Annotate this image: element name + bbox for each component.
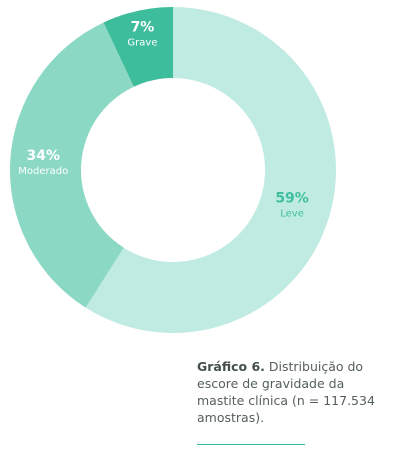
caption-underline	[197, 444, 305, 445]
slice-value-label: 7%	[131, 19, 155, 35]
chart-caption: Gráfico 6. Distribuição do escore de gra…	[197, 358, 387, 426]
donut-chart: 59% Leve 34% Moderado 7% Grave	[9, 7, 336, 333]
slice-category-label: Leve	[280, 209, 304, 220]
donut-slice-grave	[103, 7, 173, 87]
donut-slice-moderado	[9, 22, 134, 308]
donut-slice-leve	[85, 7, 336, 333]
caption-text: Distribuição do escore de gravidade da m…	[197, 359, 375, 425]
slice-category-label: Moderado	[18, 166, 68, 177]
slice-labels: 59% Leve 34% Moderado 7% Grave	[18, 19, 309, 219]
caption-label: Gráfico 6.	[197, 359, 265, 374]
slice-category-label: Grave	[127, 37, 157, 48]
slice-value-label: 34%	[26, 148, 60, 164]
donut-slices	[9, 7, 336, 333]
slice-value-label: 59%	[275, 191, 309, 207]
